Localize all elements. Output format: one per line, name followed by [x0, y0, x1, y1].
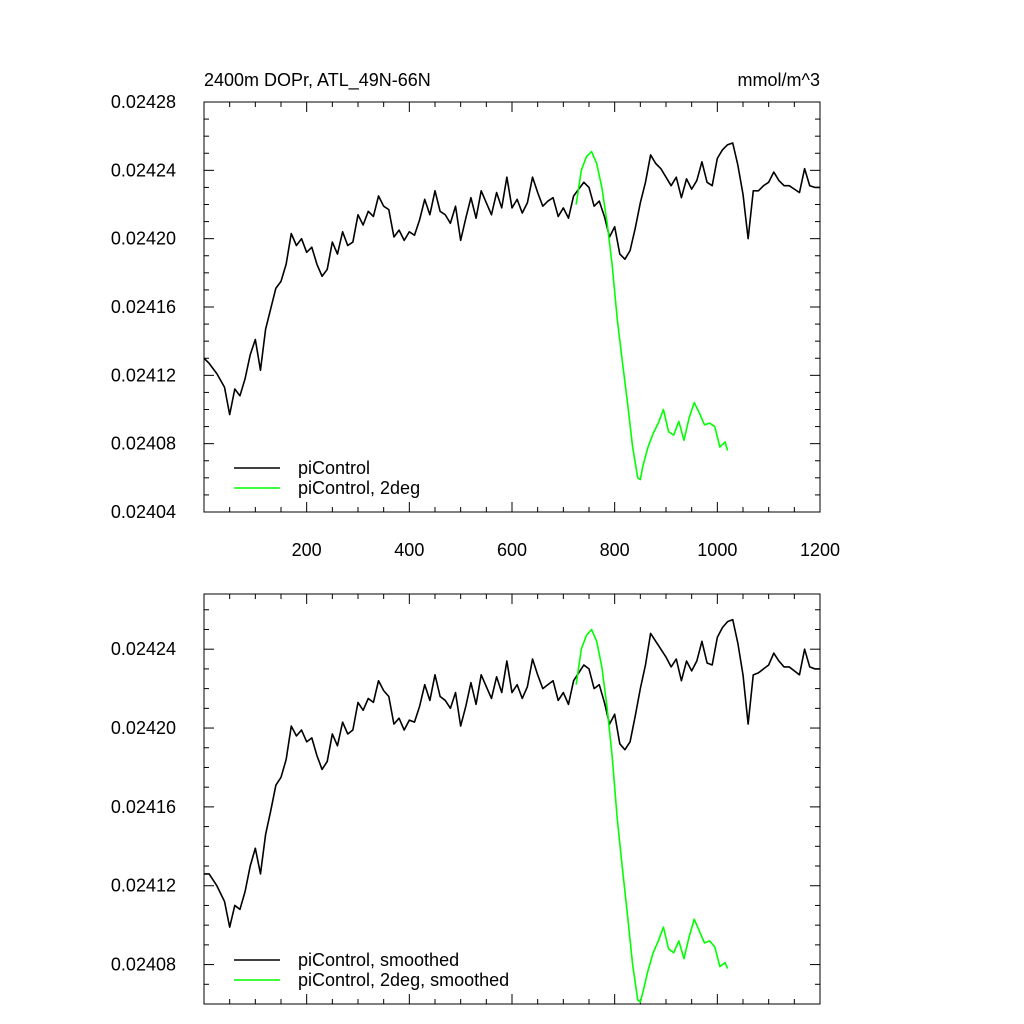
- y-tick-labels-top: 0.02404 0.02408 0.02412 0.02416 0.02420 0.024…: [111, 92, 176, 522]
- series-line-black: [203, 142, 820, 416]
- x-tick-labels-top: 200 400 600 800 1000 1200: [292, 540, 840, 560]
- legend-label: piControl, 2deg, smoothed: [298, 970, 509, 990]
- legend-label: piControl, 2deg: [298, 478, 420, 498]
- chart-title: 2400m DOPr, ATL_49N-66N: [204, 70, 431, 91]
- series-line-green: [575, 628, 729, 1003]
- panel-bottom: 0.02408 0.02412 0.02416 0.02420 0.02424 piCo…: [111, 593, 821, 1005]
- y-tick-label: 0.02412: [111, 365, 176, 385]
- x-tick-label: 800: [600, 540, 630, 560]
- plot-frame-bottom: [203, 593, 821, 1005]
- panel-top: 2400m DOPr, ATL_49N-66N mmol/m^3 0.02404…: [111, 70, 840, 560]
- x-tick-label: 400: [394, 540, 424, 560]
- y-tick-label: 0.02404: [111, 502, 176, 522]
- series-line-black: [204, 618, 820, 928]
- y-tick-label: 0.02416: [111, 297, 176, 317]
- y-tick-label: 0.02408: [111, 955, 176, 975]
- series-lines-top: [203, 142, 820, 481]
- y-tick-label: 0.02428: [111, 92, 176, 112]
- y-tick-label: 0.02420: [111, 718, 176, 738]
- legend-label: piControl: [298, 458, 370, 478]
- y-tick-label: 0.02424: [111, 639, 176, 659]
- x-tick-label: 600: [497, 540, 527, 560]
- series-lines-bottom: [204, 618, 820, 1003]
- y-tick-label: 0.02412: [111, 876, 176, 896]
- x-tick-label: 200: [292, 540, 322, 560]
- y-tick-labels-bottom: 0.02408 0.02412 0.02416 0.02420 0.02424: [111, 639, 176, 974]
- axis-ticks-bottom: [204, 594, 821, 1005]
- series-line-green: [575, 150, 729, 481]
- axis-ticks-top: [204, 101, 821, 513]
- x-tick-label: 1200: [800, 540, 840, 560]
- y-tick-label: 0.02408: [111, 434, 176, 454]
- y-tick-label: 0.02420: [111, 229, 176, 249]
- legend-label: piControl, smoothed: [298, 950, 459, 970]
- y-tick-label: 0.02416: [111, 797, 176, 817]
- units-label: mmol/m^3: [738, 70, 820, 90]
- y-tick-label: 0.02424: [111, 160, 176, 180]
- x-tick-label: 1000: [697, 540, 737, 560]
